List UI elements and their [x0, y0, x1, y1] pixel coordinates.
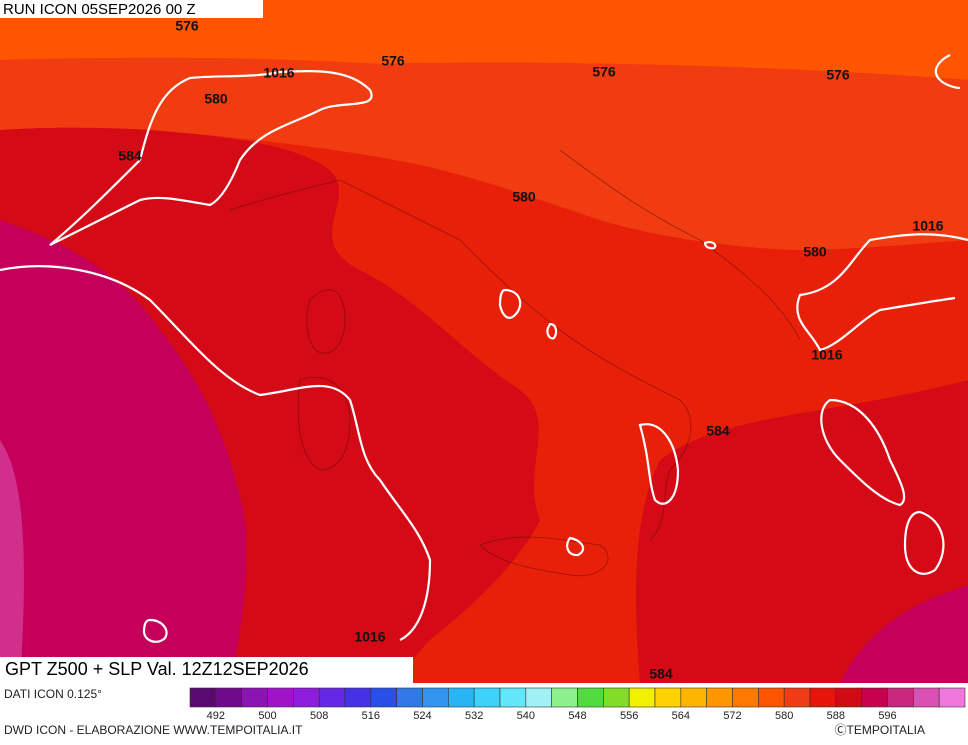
data-source: DATI ICON 0.125° — [4, 687, 102, 701]
run-box — [0, 0, 263, 18]
colorbar-swatch — [267, 687, 294, 708]
colorbar-swatch — [370, 687, 397, 708]
contour-label: 1016 — [354, 629, 385, 645]
field-band — [0, 440, 24, 683]
field-band — [0, 0, 968, 80]
colorbar-tick-label: 492 — [207, 710, 225, 722]
isobars — [0, 54, 968, 643]
colorbar-swatch — [189, 687, 217, 708]
colorbar-tick-label: 516 — [362, 710, 380, 722]
colorbar-swatch — [809, 687, 837, 708]
colorbar-swatch — [215, 687, 242, 708]
colorbar-tick-label: 564 — [672, 710, 690, 722]
colorbar-tick-label: 532 — [465, 710, 483, 722]
colorbar-swatch — [938, 687, 966, 708]
colorbar-swatch — [525, 687, 552, 708]
contour-label: 576 — [592, 64, 616, 80]
colorbar-swatch — [473, 687, 501, 708]
contour-label: 580 — [204, 91, 228, 107]
contour-label: 1016 — [912, 218, 943, 234]
colorbar-tick-label: 524 — [413, 710, 431, 722]
colorbar-tick-label: 508 — [310, 710, 328, 722]
field-band — [0, 220, 247, 683]
colorbar-swatch — [913, 687, 940, 708]
map-field — [0, 0, 968, 683]
colorbar-swatch — [448, 687, 475, 708]
contour-label: 584 — [649, 666, 673, 682]
credits: DWD ICON - ELABORAZIONE WWW.TEMPOITALIA.… — [4, 723, 303, 737]
colorbar-swatch — [835, 687, 862, 708]
colorbar-swatch — [396, 687, 423, 708]
colorbar-tick-label: 548 — [568, 710, 586, 722]
colorbar-tick-label: 540 — [517, 710, 535, 722]
colorbar-swatch — [628, 687, 656, 708]
colorbar-swatch — [241, 687, 268, 708]
colorbar-tick-label: 596 — [878, 710, 896, 722]
contour-label: 584 — [118, 148, 142, 164]
contour-label: 580 — [803, 244, 827, 260]
contour-labels: 576 576 576 576 580 580 580 584 584 584 1016 1016 10… — [118, 18, 943, 682]
colorbar-swatch — [758, 687, 785, 708]
colorbar: 492 500 508 516 524 532 540 548 556 564 572 580 588 5… — [189, 687, 966, 722]
colorbar-swatch — [344, 687, 372, 708]
colorbar-swatch — [732, 687, 759, 708]
colorbar-tick-label: 580 — [775, 710, 793, 722]
colorbar-swatch — [422, 687, 449, 708]
colorbar-tick-label: 572 — [723, 710, 741, 722]
colorbar-swatch — [499, 687, 527, 708]
map-title: GPT Z500 + SLP Val. 12Z12SEP2026 — [5, 659, 309, 679]
field-band — [840, 585, 968, 683]
colorbar-swatch — [318, 687, 346, 708]
colorbar-swatch — [680, 687, 707, 708]
colorbar-tick-label: 556 — [620, 710, 638, 722]
colorbar-swatch — [293, 687, 320, 708]
contour-label: 576 — [826, 67, 850, 83]
field-band — [636, 380, 968, 683]
colorbar-swatch — [654, 687, 682, 708]
contour-label: 1016 — [263, 65, 294, 81]
contour-label: 1016 — [811, 347, 842, 363]
field-band — [0, 57, 968, 251]
colorbar-swatch — [706, 687, 733, 708]
colorbar-swatch — [577, 687, 604, 708]
colorbar-swatch — [783, 687, 811, 708]
run-label: RUN ICON 05SEP2026 00 Z — [3, 1, 196, 18]
title-box — [0, 657, 413, 683]
copyright: ⒸTEMPOITALIA — [835, 723, 925, 737]
colorbar-swatch — [551, 687, 578, 708]
contour-label: 580 — [512, 189, 536, 205]
colorbar-swatch — [603, 687, 630, 708]
colorbar-tick-label: 500 — [258, 710, 276, 722]
colorbar-swatch — [887, 687, 914, 708]
contour-label: 584 — [706, 423, 730, 439]
contour-label: 576 — [381, 53, 405, 69]
colorbar-tick-label: 588 — [827, 710, 845, 722]
contour-label: 576 — [175, 18, 199, 34]
colorbar-swatch — [861, 687, 888, 708]
